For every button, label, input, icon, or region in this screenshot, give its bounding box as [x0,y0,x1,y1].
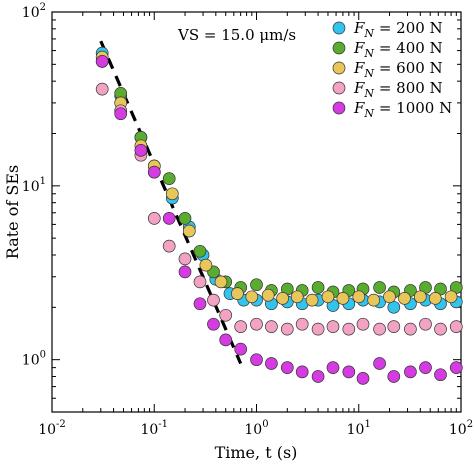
data-point-series-3 [352,290,366,304]
data-point-series-5 [250,353,263,367]
data-point-series-4 [162,239,176,253]
data-point-series-4 [178,252,192,266]
data-point-series-5 [207,317,220,331]
legend-marker [332,81,346,95]
data-point-series-3 [261,288,275,302]
data-point-series-2 [250,278,263,292]
data-point-series-4 [219,308,233,322]
y-tick-label: 101 [22,176,46,195]
data-point-series-3 [276,292,289,305]
data-point-series-5 [434,368,447,382]
data-point-series-4 [193,275,207,289]
data-point-series-3 [214,275,228,289]
y-tick-label: 100 [22,350,46,369]
data-point-series-5 [387,370,401,383]
data-point-series-2 [193,244,207,258]
legend-marker [332,101,346,115]
legend-entry: FN = 200 N [353,19,443,40]
data-point-series-5 [326,361,340,374]
velocity-annotation: VS = 15.0 μm/s [177,26,296,44]
data-point-series-5 [295,365,309,379]
data-point-series-5 [419,361,432,374]
data-point-series-4 [419,317,432,331]
data-point-series-2 [373,281,386,294]
data-point-series-5 [193,297,207,311]
tick-labels: 10-2 10-1 100 101 102 100 101 102 [22,2,473,438]
data-point-series-3 [321,290,335,304]
data-point-series-5 [134,144,148,157]
data-point-series-4 [207,293,220,307]
data-point-series-5 [342,365,356,379]
legend: FN = 200 NFN = 400 NFN = 600 NFN = 800 N… [332,19,452,120]
data-point-series-5 [280,361,294,374]
data-point-series-4 [95,82,109,96]
axis-ticks [51,11,462,413]
data-point-series-3 [231,287,244,300]
data-point-series-4 [342,322,356,336]
data-point-series-4 [311,322,325,336]
legend-marker [332,41,346,55]
x-axis-label: Time, t (s) [215,443,298,462]
data-point-series-3 [413,290,427,304]
data-point-series-2 [311,281,325,294]
data-point-series-5 [162,212,176,225]
data-point-series-4 [280,322,294,336]
data-point-series-5 [311,370,325,383]
data-point-series-5 [373,357,386,370]
data-point-series-3 [199,258,213,272]
data-point-series-5 [449,361,463,374]
data-point-series-4 [295,317,309,331]
data-point-series-4 [326,320,340,333]
data-point-series-5 [95,55,109,68]
legend-marker [332,61,346,75]
legend-marker [332,21,346,35]
data-point-series-3 [245,290,259,304]
data-point-series-4 [234,320,248,333]
y-axis-label: Rate of SEs [3,165,22,259]
data-points [95,46,463,385]
x-tick-label: 10-1 [140,419,168,438]
data-point-series-5 [147,165,161,179]
data-point-series-3 [290,290,304,304]
data-point-series-4 [250,317,263,331]
x-tick-label: 102 [449,419,473,438]
data-point-series-4 [147,212,161,225]
data-point-series-3 [165,187,179,201]
data-point-series-4 [449,320,463,333]
data-point-series-5 [356,372,370,385]
data-point-series-4 [356,317,370,331]
data-point-series-5 [404,365,417,379]
data-point-series-4 [373,322,386,336]
data-point-series-5 [234,342,248,356]
data-point-series-3 [182,224,196,238]
data-point-series-3 [305,293,319,307]
data-point-series-4 [387,320,401,333]
y-tick-label: 102 [22,2,46,21]
data-point-series-2 [162,172,176,185]
x-tick-label: 100 [244,419,268,438]
data-point-series-3 [367,293,381,307]
data-point-series-5 [178,265,192,279]
data-point-series-5 [114,107,128,121]
data-point-series-3 [398,292,411,305]
data-point-series-3 [428,292,442,305]
x-tick-label: 101 [347,419,371,438]
data-point-series-5 [219,333,233,347]
data-point-series-5 [265,357,278,370]
data-point-series-3 [336,292,350,305]
legend-entry: FN = 600 N [353,59,443,80]
data-point-series-4 [265,320,278,333]
legend-entry: FN = 800 N [353,79,443,100]
legend-entry: FN = 1000 N [353,99,452,120]
data-point-series-3 [383,290,396,304]
data-point-series-2 [178,212,192,225]
data-point-series-4 [434,322,447,336]
legend-entry: FN = 400 N [353,39,443,60]
data-point-series-3 [444,290,458,304]
data-point-series-4 [404,322,417,336]
x-tick-label: 10-2 [38,419,66,438]
